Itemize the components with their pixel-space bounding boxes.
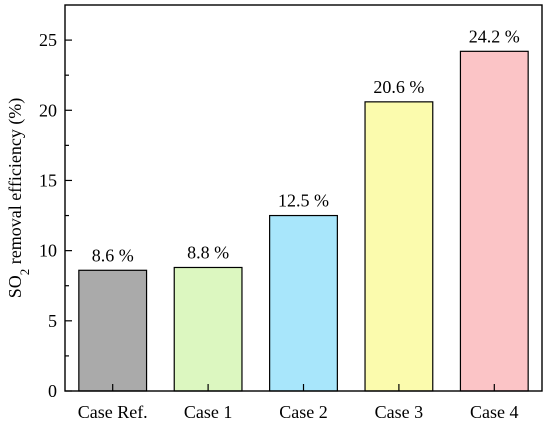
y-tick-label: 15	[39, 170, 57, 190]
data-label: 20.6 %	[373, 77, 424, 97]
y-axis-title-subscript: 2	[17, 269, 32, 276]
data-label: 24.2 %	[469, 26, 520, 46]
data-labels-group: 8.6 % 8.8 % 12.5 % 20.6 % 24.2 %	[92, 26, 520, 265]
y-tick-label: 25	[39, 30, 57, 50]
x-tick-label: Case Ref.	[78, 402, 148, 422]
data-label: 8.6 %	[92, 245, 134, 265]
y-axis-title-rest: removal efficiency (%)	[5, 98, 26, 269]
bar	[459, 50, 529, 392]
data-label: 8.8 %	[187, 242, 229, 262]
y-tick-label: 0	[48, 381, 57, 401]
y-tick-label: 10	[39, 241, 57, 261]
x-tick-label: Case 4	[470, 402, 519, 422]
x-axis: Case Ref. Case 1 Case 2 Case 3 Case 4	[78, 384, 519, 422]
x-tick-label: Case 1	[184, 402, 233, 422]
bar	[364, 101, 434, 392]
bars-group	[78, 50, 529, 392]
y-tick-label: 5	[48, 311, 57, 331]
data-label: 12.5 %	[278, 191, 329, 211]
y-axis: 0 5 10 15 20 25	[39, 30, 72, 401]
bar	[173, 266, 243, 392]
y-tick-label: 20	[39, 100, 57, 120]
plot-frame	[64, 4, 543, 392]
y-axis-title-main: SO	[5, 275, 25, 298]
bar	[78, 269, 148, 392]
bar	[269, 214, 338, 392]
x-tick-label: Case 2	[279, 402, 328, 422]
x-tick-label: Case 3	[375, 402, 424, 422]
y-axis-title: SO2 removal efficiency (%)	[5, 98, 32, 299]
